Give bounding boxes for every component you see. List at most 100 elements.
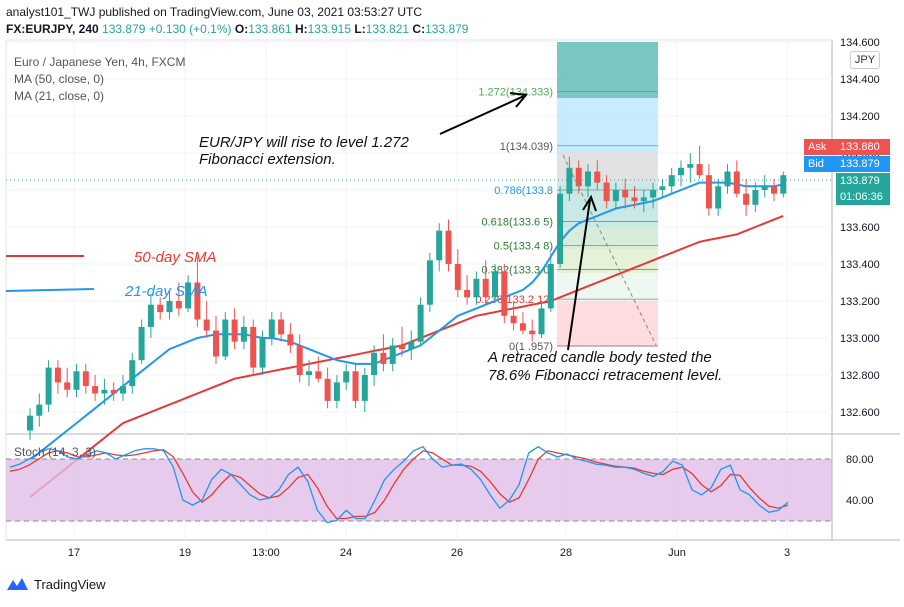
candle-up [780, 175, 787, 194]
last-value-tag: 133.879 [836, 173, 890, 189]
open-label: O: [234, 22, 249, 36]
candle-up [27, 415, 33, 431]
candle-down [622, 190, 629, 198]
candle-up [426, 260, 433, 305]
candle-down [287, 334, 294, 346]
change: +0.130 (+0.1%) [148, 22, 232, 36]
currency-badge[interactable]: JPY [850, 51, 880, 69]
extension-note-line1: EUR/JPY will rise to level 1.272 [199, 134, 409, 151]
candle-down [510, 315, 517, 324]
candle-down [575, 167, 582, 187]
candle-up [166, 301, 173, 313]
candle-up [566, 167, 573, 194]
fib-zone-top [557, 42, 658, 98]
candle-down [705, 175, 712, 209]
y-tick-label: 134.400 [840, 74, 880, 86]
fib-zone-5 [557, 249, 658, 273]
last-price: 133.879 [102, 22, 146, 36]
candle-up [752, 190, 759, 205]
candle-down [743, 193, 750, 205]
y-tick-label: 133.200 [840, 296, 880, 308]
candle-up [361, 375, 368, 401]
candle-down [399, 345, 405, 350]
candle-up [343, 371, 350, 383]
stoch-k-line [9, 445, 789, 524]
x-tick-label: 13:00 [252, 547, 280, 559]
candle-down [175, 301, 182, 309]
y-tick-label: 134.200 [840, 111, 880, 123]
candle-down [157, 304, 164, 313]
candle-down [352, 371, 359, 401]
bid-label: Bid [804, 156, 836, 172]
chart-header: analyst101_TWJ published on TradingView.… [6, 4, 468, 38]
candle-up [650, 190, 657, 198]
legend-ma50[interactable]: MA (50, close, 0) [14, 72, 105, 86]
candle-down [631, 197, 638, 202]
fibonacci-zones [557, 42, 658, 347]
y-tick-label: 132.800 [840, 370, 880, 382]
candle-up [120, 386, 126, 394]
fib-level-label: 1.272(134.333) [478, 86, 553, 98]
fib-trend-line [562, 154, 657, 346]
fib-zone-1 [557, 152, 658, 184]
candle-down [64, 382, 71, 390]
candle-down [454, 264, 461, 290]
time-axis: 17 19 13:00 24 26 28 Jun 3 [68, 547, 790, 559]
y-tick-label: 134.600 [840, 37, 880, 49]
candle-down [231, 319, 238, 342]
candle-up [101, 389, 108, 394]
y-tick-label: 132.600 [840, 407, 880, 419]
fib-zone-1272 [557, 98, 658, 152]
fib-level-label: 0(1 .957) [509, 341, 553, 353]
candle-up [371, 352, 378, 375]
candle-down [464, 289, 471, 298]
candle-up [138, 326, 145, 361]
candle-down [110, 389, 117, 394]
legend-ma21[interactable]: MA (21, close, 0) [14, 89, 105, 103]
x-tick-label: 17 [68, 547, 80, 559]
candle-down [213, 330, 219, 357]
candle-up [585, 171, 591, 187]
candles [27, 145, 787, 440]
sma21-line [29, 181, 784, 461]
candle-down [380, 352, 387, 364]
fib-level-label: 0.382(133.3 0) [481, 265, 553, 277]
sma50-line [29, 214, 784, 498]
x-tick-label: 26 [451, 547, 463, 559]
candle-up [761, 186, 768, 190]
sma21-label: 21-day SMA [124, 283, 208, 300]
candle-up [492, 271, 498, 298]
candle-up [45, 367, 52, 405]
candle-up [547, 264, 554, 309]
candle-up [129, 360, 136, 387]
footer-brand: TradingView [34, 576, 106, 592]
candle-down [54, 367, 61, 383]
price-axis: 132.600 132.800 133.000 133.200 133.400 133.6… [840, 37, 880, 419]
sma50-label: 50-day SMA [134, 249, 217, 266]
candle-down [92, 386, 99, 394]
x-tick-label: 28 [560, 547, 572, 559]
candle-down [696, 164, 703, 176]
candle-up [678, 167, 684, 176]
x-tick-label: 19 [179, 547, 191, 559]
ohlc-line: FX:EURJPY, 240 133.879 +0.130 (+0.1%) O:… [6, 21, 468, 38]
fib-zone-382 [557, 273, 658, 301]
retrace-arrow [567, 194, 597, 351]
candle-up [259, 338, 266, 368]
x-tick-label: 24 [340, 547, 352, 559]
publisher-line: analyst101_TWJ published on TradingView.… [6, 5, 423, 19]
candle-up [73, 371, 80, 390]
retrace-note-line1: A retraced candle body tested the [487, 349, 712, 366]
candle-up [640, 197, 647, 202]
candle-down [603, 182, 610, 202]
candle-down [594, 171, 601, 183]
legend-title[interactable]: Euro / Japanese Yen, 4h, FXCM [14, 55, 186, 69]
fib-level-label: 0.618(133.6 5) [481, 216, 553, 228]
candle-up [687, 164, 694, 168]
candle-up [389, 345, 396, 364]
candle-down [771, 186, 777, 194]
retrace-note-line2: 78.6% Fibonacci retracement level. [488, 367, 722, 384]
y-tick-label: 133.000 [840, 333, 880, 345]
